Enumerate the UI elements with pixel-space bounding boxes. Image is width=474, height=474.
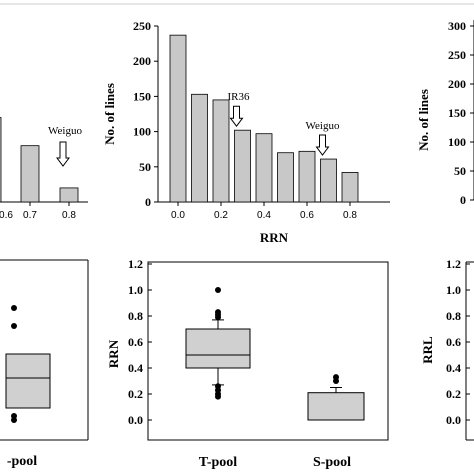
panel-c-y-tick-label: 100: [448, 135, 466, 149]
panel-c-y-tick-label: 50: [454, 164, 466, 178]
panel-e-y-tick-label: 0.2: [128, 387, 143, 401]
panel-a-bar: [59, 187, 79, 203]
panel-b: 0 50 100 150 200 250 0.0 0.2 0.4 0.6 0.8 IR36 Weig…: [102, 19, 390, 245]
panel-f-y-tick-label: 0.8: [446, 309, 461, 323]
panel-c: 0 50 100 150 200 250 300 No. of lines: [416, 19, 474, 207]
panel-b-y-tick-label: 0: [145, 195, 151, 209]
panel-a-annotation: Weiguo: [48, 125, 82, 137]
panel-f-y-tick-label: 1.0: [446, 283, 461, 297]
panel-e-y-tick-label: 0.8: [128, 309, 143, 323]
panel-b-bar: [320, 158, 337, 203]
panel-b-annotation: IR36: [228, 91, 251, 103]
panel-e-y-tick-label: 1.2: [128, 257, 143, 271]
panel-b-bar: [298, 150, 316, 203]
panel-d-outlier: [11, 323, 17, 329]
panel-b-y-tick-label: 200: [133, 54, 151, 68]
panel-f-y-tick-label: 0.4: [446, 361, 461, 375]
panel-b-xlabel: RRN: [260, 230, 289, 245]
panel-e-y-tick-label: 0.0: [128, 413, 143, 427]
panel-c-ylabel: No. of lines: [416, 89, 431, 151]
panel-b-y-tick-label: 150: [133, 89, 151, 103]
panel-a-x-tick-label: 0.6: [0, 210, 13, 221]
panel-c-y-tick-label: 0: [460, 193, 466, 207]
panel-b-bar: [341, 172, 359, 203]
panel-d-box: [5, 353, 51, 409]
panel-e-ylabel: RRN: [106, 339, 121, 368]
panel-e-outlier: [215, 309, 221, 316]
panel-b-x-tick-label: 0.4: [257, 210, 271, 221]
panel-f-y-tick-label: 0.6: [446, 335, 461, 349]
panel-a-bar: [0, 117, 2, 203]
panel-b-y-tick-label: 50: [139, 160, 151, 174]
panel-f-y-tick-label: 0.0: [446, 413, 461, 427]
panel-e-y-tick-label: 1.0: [128, 283, 143, 297]
panel-a-x-tick-label: 0.8: [62, 210, 76, 221]
panel-b-bar: [169, 34, 187, 203]
panel-b-ylabel: No. of lines: [102, 83, 117, 145]
panel-e-outlier: [215, 287, 221, 293]
panel-c-y-tick-label: 200: [448, 77, 466, 91]
panel-b-x-tick-label: 0.8: [343, 210, 357, 221]
panel-e-frame: [147, 261, 389, 441]
panel-b-annotation: Weiguo: [306, 120, 340, 132]
panel-d-outlier: [11, 305, 17, 311]
panel-b-y-tick-label: 250: [133, 19, 151, 33]
panel-a: 0.6 0.7 0.8 Weiguo: [0, 117, 88, 221]
panel-b-y-tick-label: 100: [133, 125, 151, 139]
panel-e-box: [307, 392, 365, 421]
panel-a-x-tick-label: 0.7: [23, 210, 37, 221]
panel-b-bar: [277, 152, 294, 203]
panel-f: 0.0 0.2 0.4 0.6 0.8 1.0 1.2 RRL: [420, 257, 474, 441]
panel-f-y-tick-label: 0.2: [446, 387, 461, 401]
panel-e-outlier: [333, 374, 339, 381]
panel-d-outlier: [11, 413, 17, 419]
panel-e-y-tick-label: 0.4: [128, 361, 143, 375]
panel-b-bar: [255, 133, 273, 203]
panel-f-y-tick-label: 1.2: [446, 257, 461, 271]
panel-b-x-tick-label: 0.0: [171, 210, 185, 221]
panel-d: -pool: [0, 259, 89, 469]
panel-c-y-tick-label: 150: [448, 106, 466, 120]
panel-f-ylabel: RRL: [420, 336, 435, 364]
panel-b-arrow-icon: [315, 134, 330, 156]
panel-e-y-tick-label: 0.6: [128, 335, 143, 349]
panel-e: 0.0 0.2 0.4 0.6 0.8 1.0 1.2 RRN T-pool S-pool: [106, 257, 389, 470]
panel-e-outlier: [215, 383, 221, 390]
panel-e-box: [185, 328, 251, 369]
panel-b-arrow-icon: [229, 105, 244, 128]
panel-b-x-tick-label: 0.2: [214, 210, 228, 221]
panel-e-category-spool: S-pool: [313, 455, 351, 470]
panel-e-category-tpool: T-pool: [199, 455, 238, 470]
panel-d-category: -pool: [7, 454, 37, 469]
panel-b-bar: [212, 99, 230, 203]
panel-b-bar: [234, 129, 251, 203]
panel-c-y-tick-label: 300: [448, 19, 466, 33]
panel-b-bar: [191, 93, 208, 203]
panel-c-y-tick-label: 250: [448, 48, 466, 62]
panel-b-x-tick-label: 0.6: [300, 210, 314, 221]
panel-a-arrow-icon: [56, 141, 70, 167]
panel-a-bar: [20, 145, 40, 203]
